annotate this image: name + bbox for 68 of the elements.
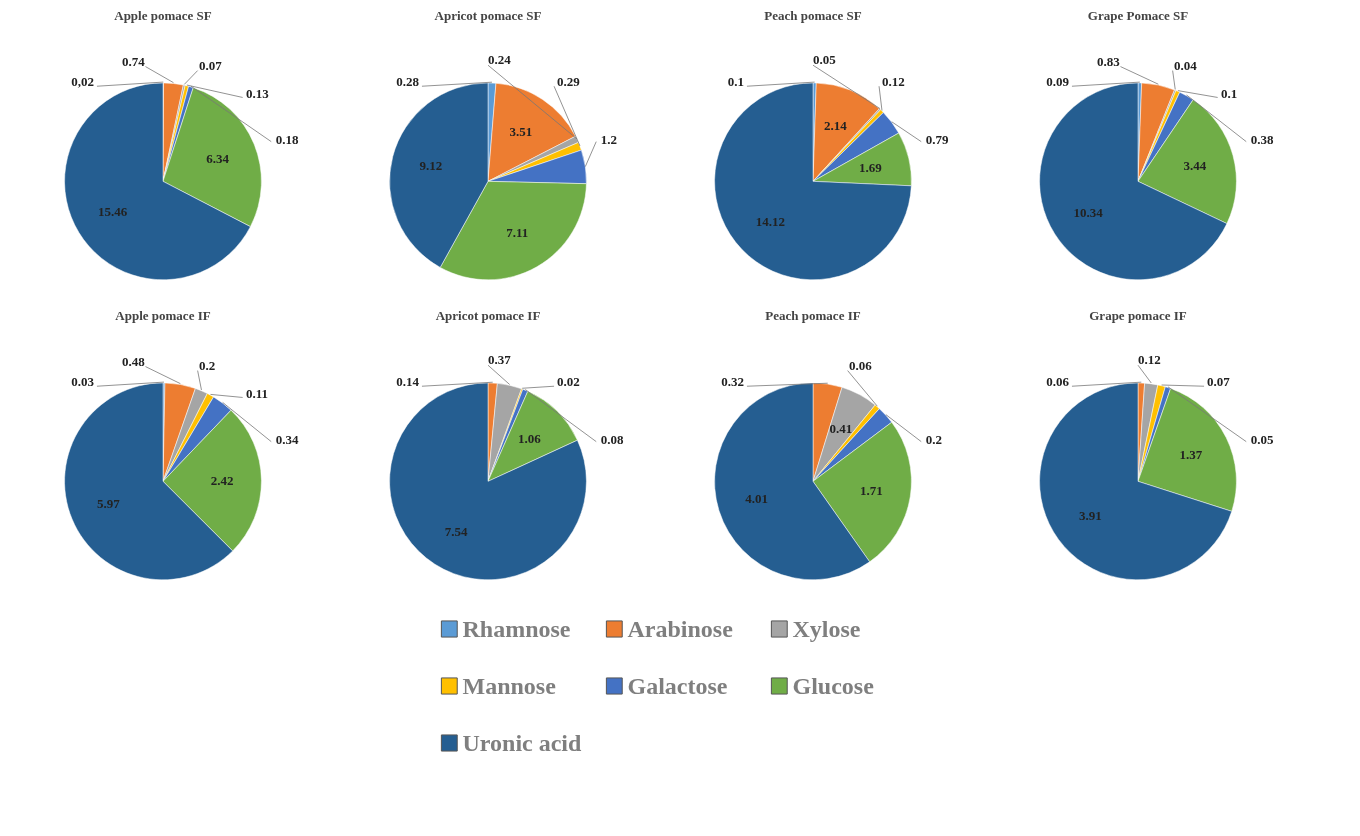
data-label: 0.05 — [813, 52, 837, 68]
data-label: 3.91 — [1078, 508, 1102, 524]
data-label: 0.29 — [556, 74, 581, 90]
data-label: 0.2 — [925, 431, 943, 447]
legend-label: Mannose — [462, 673, 557, 699]
data-label: 0.03 — [71, 374, 95, 390]
chart-title: Apple pomace IF — [115, 307, 211, 323]
data-label: 0.08 — [600, 431, 625, 447]
data-label: 1.06 — [518, 430, 542, 446]
data-label: 3.51 — [509, 123, 533, 139]
data-label: 2.14 — [823, 118, 848, 134]
data-label: 0.02 — [556, 374, 580, 390]
data-label: 0.74 — [121, 53, 146, 69]
chart-title: Apple pomace SF — [114, 7, 212, 23]
legend-label: Rhamnose — [462, 616, 571, 642]
data-label: 0.13 — [246, 85, 270, 101]
data-label: 5.97 — [97, 496, 121, 512]
data-label: 0.09 — [1046, 74, 1070, 90]
data-label: 0.11 — [246, 385, 269, 401]
data-label: 14.12 — [755, 214, 785, 230]
legend-label: Uronic acid — [462, 730, 583, 756]
data-label: 0.1 — [1221, 85, 1238, 101]
data-label: 10.34 — [1073, 205, 1104, 221]
chart-title: Apricot pomace SF — [434, 7, 542, 23]
data-label: 0.07 — [1206, 374, 1231, 390]
data-label: 0.48 — [121, 353, 146, 369]
data-label: 1.37 — [1179, 446, 1203, 462]
data-label: 0,02 — [71, 74, 95, 90]
data-label: 9.12 — [419, 158, 443, 174]
data-label: 0.32 — [721, 374, 745, 390]
data-label: 4.01 — [745, 491, 769, 507]
chart-title: Peach pomace SF — [764, 7, 862, 23]
legend-label: Galactose — [627, 673, 728, 699]
data-label: 0.06 — [849, 357, 873, 373]
data-label: 0.34 — [275, 431, 300, 447]
chart-title: Apricot pomace IF — [435, 307, 541, 323]
data-label: 1.2 — [600, 131, 618, 147]
legend-label: Xylose — [792, 616, 861, 642]
data-label: 0.79 — [925, 131, 950, 147]
data-label: 3.44 — [1183, 157, 1207, 173]
data-label: 7.54 — [444, 523, 469, 539]
data-label: 0.14 — [396, 374, 420, 390]
data-label: 7.11 — [506, 225, 529, 241]
data-label: 0.06 — [1046, 374, 1070, 390]
data-label: 0.41 — [829, 420, 853, 436]
data-label: 0.04 — [1174, 57, 1198, 73]
chart-title: Peach pomace IF — [765, 307, 861, 323]
data-label: 0.18 — [275, 131, 300, 147]
data-label: 15.46 — [97, 204, 128, 220]
data-label: 0.1 — [727, 74, 745, 90]
data-label: 0.12 — [1138, 352, 1161, 368]
data-label: 1.71 — [859, 482, 883, 498]
data-label: 0.38 — [1250, 131, 1275, 147]
data-label: 0.12 — [881, 74, 905, 90]
data-label: 6.34 — [206, 150, 230, 166]
data-label: 0.05 — [1250, 431, 1275, 447]
data-label: 0.24 — [488, 52, 512, 68]
data-label: 0.37 — [488, 352, 512, 368]
data-label: 0.2 — [199, 357, 216, 373]
data-label: 0.28 — [396, 74, 420, 90]
data-label: 0.83 — [1096, 53, 1121, 69]
legend-label: Glucose — [792, 673, 875, 699]
data-label: 0.07 — [199, 57, 223, 73]
legend-label: Arabinose — [627, 616, 734, 642]
data-label: 1.69 — [859, 159, 883, 175]
data-label: 2.42 — [210, 472, 234, 488]
chart-title: Grape pomace IF — [1089, 307, 1187, 323]
chart-title: Grape Pomace SF — [1087, 7, 1189, 23]
